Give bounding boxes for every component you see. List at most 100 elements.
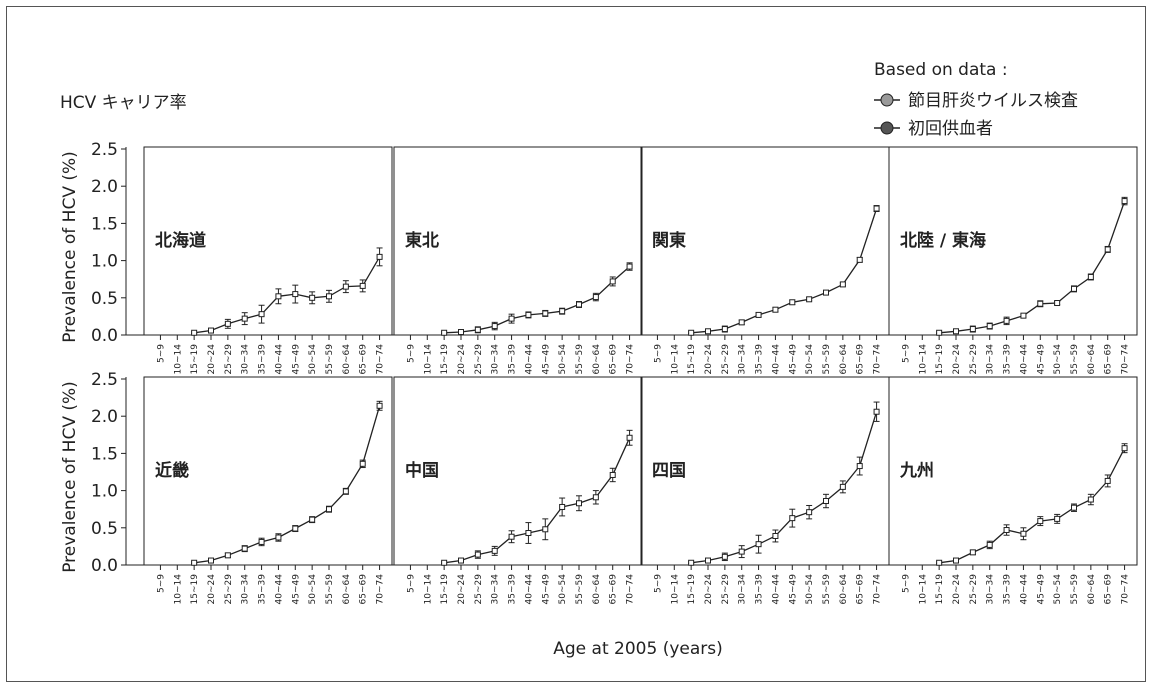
- x-tick-label: 35~39: [755, 344, 765, 375]
- panel-6: 中国 5~9 10~14 15~19 20~24 25~29 30~34 35~39 40~44…: [393, 376, 643, 605]
- x-tick-label: 65~69: [609, 344, 619, 375]
- x-tick-label: 50~54: [1053, 344, 1063, 375]
- x-tick-label: 70~74: [873, 574, 883, 605]
- x-tick-label: 10~14: [423, 344, 433, 375]
- x-tick-label: 15~19: [687, 574, 697, 605]
- data-point: [823, 498, 829, 505]
- x-tick-label: 20~24: [207, 574, 217, 605]
- x-tick-label: 30~34: [241, 344, 251, 375]
- data-point: [1003, 527, 1010, 534]
- x-tick-label: 15~19: [935, 344, 945, 375]
- x-tick-label: 25~29: [721, 574, 731, 605]
- data-point: [359, 282, 366, 289]
- data-point: [856, 463, 863, 470]
- x-tick-label: 65~69: [856, 574, 866, 605]
- data-point: [474, 326, 481, 333]
- data-point: [592, 494, 599, 501]
- x-tick-label: 35~39: [1003, 344, 1013, 375]
- x-tick-label: 45~49: [1036, 574, 1046, 605]
- data-point: [1054, 515, 1061, 522]
- y-tick-label: 2.5: [91, 140, 118, 160]
- data-point: [559, 503, 566, 510]
- y-tick-label: 1.0: [91, 482, 118, 502]
- panel-label: 四国: [652, 461, 686, 481]
- x-tick-label: 10~14: [918, 574, 928, 605]
- data-point: [542, 310, 549, 317]
- y-tick-label: 0.5: [91, 519, 118, 539]
- data-point: [1071, 285, 1077, 292]
- data-point: [326, 293, 332, 300]
- data-point: [839, 281, 846, 288]
- x-tick-label: 25~29: [969, 574, 979, 605]
- panel-label: 近畿: [155, 460, 189, 481]
- x-tick-label: 20~24: [457, 574, 467, 605]
- data-point: [969, 326, 976, 333]
- x-tick-label: 10~14: [918, 344, 928, 375]
- data-point: [609, 471, 616, 478]
- data-point: [936, 559, 943, 566]
- y-axis-title-top: Prevalence of HCV (%): [60, 151, 80, 343]
- data-point: [705, 557, 711, 564]
- data-point: [258, 538, 265, 545]
- x-tick-label: 55~59: [575, 344, 585, 375]
- data-point: [441, 329, 448, 336]
- data-point: [839, 483, 846, 490]
- x-tick-label: 20~24: [457, 344, 467, 375]
- x-tick-label: 70~74: [873, 344, 883, 375]
- x-tick-label: 30~34: [986, 574, 996, 605]
- y-tick-label: 1.5: [91, 444, 118, 464]
- data-point: [474, 551, 481, 558]
- data-point: [1121, 445, 1128, 452]
- x-tick-label: 5~9: [406, 344, 416, 363]
- data-point: [458, 329, 464, 336]
- data-point: [806, 296, 813, 303]
- x-tick-label: 70~74: [1121, 574, 1131, 605]
- x-tick-label: 60~64: [839, 344, 849, 375]
- x-tick-label: 20~24: [704, 344, 714, 375]
- y-tick-label: 0.5: [91, 289, 118, 309]
- data-point: [873, 205, 880, 212]
- data-point: [309, 294, 316, 301]
- data-point: [191, 559, 198, 566]
- data-point: [326, 506, 332, 513]
- data-point: [772, 306, 779, 313]
- x-tick-label: 50~54: [805, 574, 815, 605]
- data-point: [309, 516, 316, 523]
- x-tick-label: 65~69: [609, 574, 619, 605]
- data-point: [275, 293, 282, 300]
- data-point: [441, 559, 448, 566]
- series-line: [444, 266, 631, 334]
- data-point: [738, 548, 745, 555]
- data-point: [525, 530, 532, 537]
- x-tick-label: 70~74: [376, 344, 386, 375]
- x-tick-label: 5~9: [901, 344, 911, 363]
- series-line: [194, 256, 381, 334]
- x-tick-label: 15~19: [440, 574, 450, 605]
- x-tick-label: 55~59: [1070, 344, 1080, 375]
- x-axis-title: Age at 2005 (years): [553, 639, 723, 659]
- data-point: [936, 329, 943, 336]
- x-tick-label: 65~69: [1104, 344, 1114, 375]
- y-tick-label: 2.0: [91, 177, 118, 197]
- x-tick-label: 5~9: [901, 574, 911, 593]
- data-point: [342, 283, 349, 290]
- data-point: [1121, 198, 1128, 205]
- data-point: [224, 552, 231, 559]
- data-point: [525, 311, 532, 318]
- x-tick-label: 15~19: [190, 344, 200, 375]
- data-point: [458, 557, 464, 564]
- x-tick-label: 15~19: [687, 344, 697, 375]
- data-point: [241, 315, 248, 322]
- x-tick-label: 50~54: [805, 344, 815, 375]
- data-point: [342, 488, 349, 495]
- data-point: [789, 299, 796, 306]
- data-point: [823, 289, 829, 296]
- data-point: [208, 327, 214, 334]
- x-tick-label: 20~24: [952, 574, 962, 605]
- x-tick-label: 30~34: [491, 344, 501, 375]
- data-point: [1104, 477, 1111, 484]
- x-tick-label: 25~29: [474, 574, 484, 605]
- data-point: [953, 557, 959, 564]
- x-tick-label: 40~44: [771, 344, 781, 375]
